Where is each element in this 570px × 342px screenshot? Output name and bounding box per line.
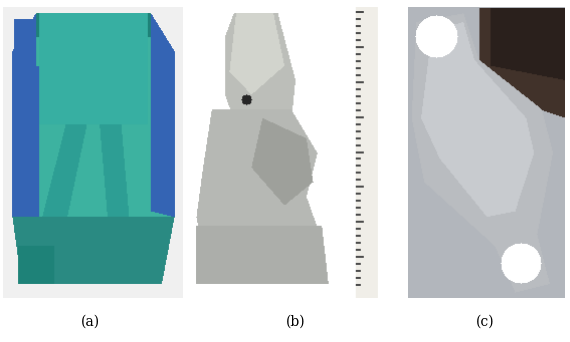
Text: (c): (c) (477, 315, 495, 328)
Text: (b): (b) (286, 315, 305, 328)
Text: (a): (a) (80, 315, 100, 328)
